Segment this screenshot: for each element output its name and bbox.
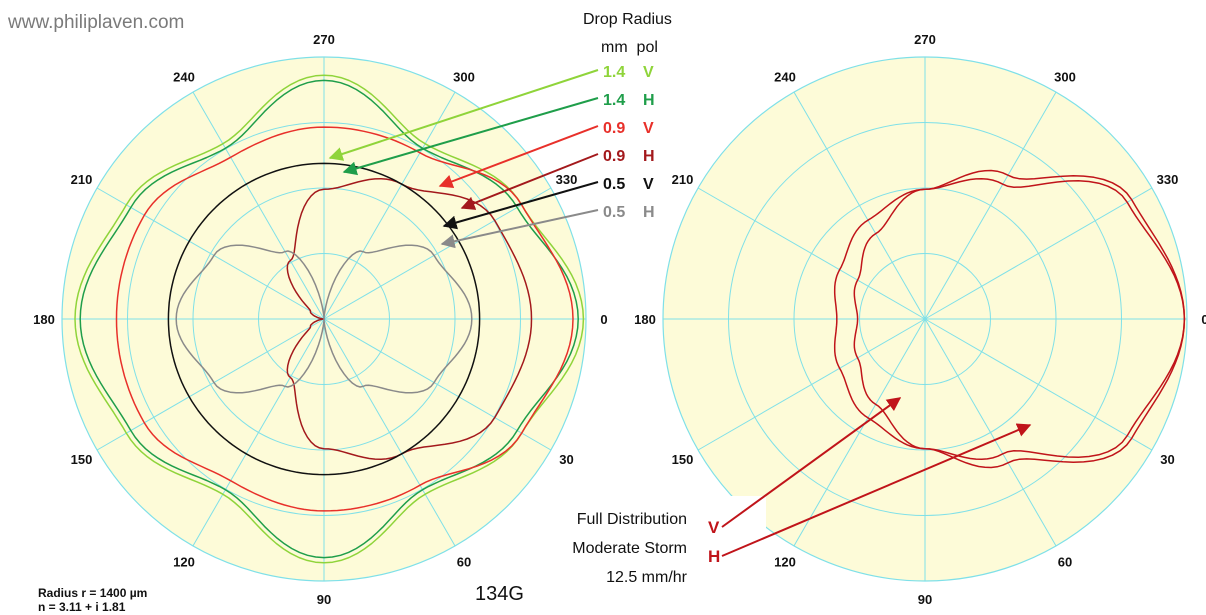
angle-tick-150: 150 [672,452,694,467]
grid-spoke-120 [192,318,325,547]
angle-tick-30: 30 [559,452,573,467]
legend-entry-pol-5: V [643,176,654,193]
angle-tick-330: 330 [1157,172,1179,187]
legend: Drop Radius mm pol 1.4 V 1.4 H 0.9 V 0.9 H 0.5 V 0… [583,11,672,221]
legend-entry-radius-5: 0.5 [603,176,625,193]
annotation-v-label: V [708,518,720,537]
series-0-5-h [175,244,473,394]
angle-tick-90: 90 [918,592,932,607]
angle-tick-180: 180 [33,312,55,327]
angle-tick-90: 90 [317,592,331,607]
angle-tick-270: 270 [914,32,936,47]
angle-tick-240: 240 [173,70,195,85]
grid-spoke-150 [697,318,926,451]
annotation-line-1: Full Distribution [577,511,687,528]
series-h [853,169,1186,469]
series-0-9-v [115,126,574,512]
arrow-0-9-h [460,153,599,210]
angle-tick-240: 240 [774,70,796,85]
annotation-background [520,496,766,608]
grid-spoke-300 [924,91,1057,320]
angle-tick-120: 120 [774,555,796,570]
arrow-1-4-v [328,69,599,161]
angle-tick-0: 0 [600,312,607,327]
annotation-line-3: 12.5 mm/hr [606,569,688,586]
polar-chart-left: 0 30 60 90 120 150 180 210 240 270 300 330 [33,32,607,607]
angle-tick-210: 210 [672,172,694,187]
grid-spoke-240 [793,91,926,320]
footer-radius: Radius r = 1400 µm [38,586,147,600]
arrow-annotation-h [721,423,1032,557]
angle-tick-30: 30 [1160,452,1174,467]
arrow-0-5-h [440,209,599,249]
grid-spoke-210 [697,187,926,320]
arrows-layer [328,69,1032,557]
arrow-0-9-v [438,125,599,189]
series-0-5-v [167,162,481,476]
annotation-line-2: Moderate Storm [572,540,687,557]
annotation-h-label: H [708,547,720,566]
angle-tick-180: 180 [634,312,656,327]
legend-entry-radius-1: 1.4 [603,64,625,81]
grid-spoke-300 [323,91,456,320]
arrow-0-5-v [442,181,599,230]
grid-spoke-30 [924,318,1153,451]
legend-entry-pol-2: H [643,92,655,109]
angle-tick-150: 150 [71,452,93,467]
series-1-4-v [74,74,585,564]
angle-tick-0: 0 [1201,312,1206,327]
grid-spoke-30 [323,318,552,451]
angle-tick-300: 300 [453,70,475,85]
legend-title: Drop Radius [583,11,672,28]
grid-spoke-150 [96,318,325,451]
legend-entry-pol-1: V [643,64,654,81]
grid-spoke-60 [323,318,456,547]
polar-chart-right: 0 30 60 90 120 150 180 210 240 270 300 330 [634,32,1206,607]
legend-entry-radius-3: 0.9 [603,120,625,137]
grid-spoke-120 [793,318,926,547]
angle-tick-60: 60 [1058,555,1072,570]
arrow-annotation-v [721,397,902,528]
angle-tick-210: 210 [71,172,93,187]
footer-index: n = 3.11 + i 1.81 [38,600,126,614]
angle-tick-120: 120 [173,555,195,570]
angle-tick-60: 60 [457,555,471,570]
legend-entry-radius-6: 0.5 [603,204,625,221]
angle-tick-300: 300 [1054,70,1076,85]
legend-entry-pol-3: V [643,120,654,137]
grid-spoke-330 [924,187,1153,320]
arrow-1-4-h [342,97,599,176]
legend-entry-radius-2: 1.4 [603,92,625,109]
series-v [833,177,1186,461]
watermark: www.philiplaven.com [7,12,184,33]
legend-entry-radius-4: 0.9 [603,148,625,165]
angle-tick-330: 330 [556,172,578,187]
grid-spoke-210 [96,187,325,320]
legend-entry-pol-4: H [643,148,655,165]
angle-tick-270: 270 [313,32,335,47]
grid-spoke-60 [924,318,1057,547]
figure-caption: 134G [475,583,524,605]
grid-spoke-330 [323,187,552,320]
legend-entries: 1.4 V 1.4 H 0.9 V 0.9 H 0.5 V 0.5 H [603,64,655,221]
grid-spoke-240 [192,91,325,320]
legend-subtitle: mm pol [601,39,658,56]
legend-entry-pol-6: H [643,204,655,221]
storm-annotation: Full Distribution Moderate Storm 12.5 mm… [520,496,766,608]
